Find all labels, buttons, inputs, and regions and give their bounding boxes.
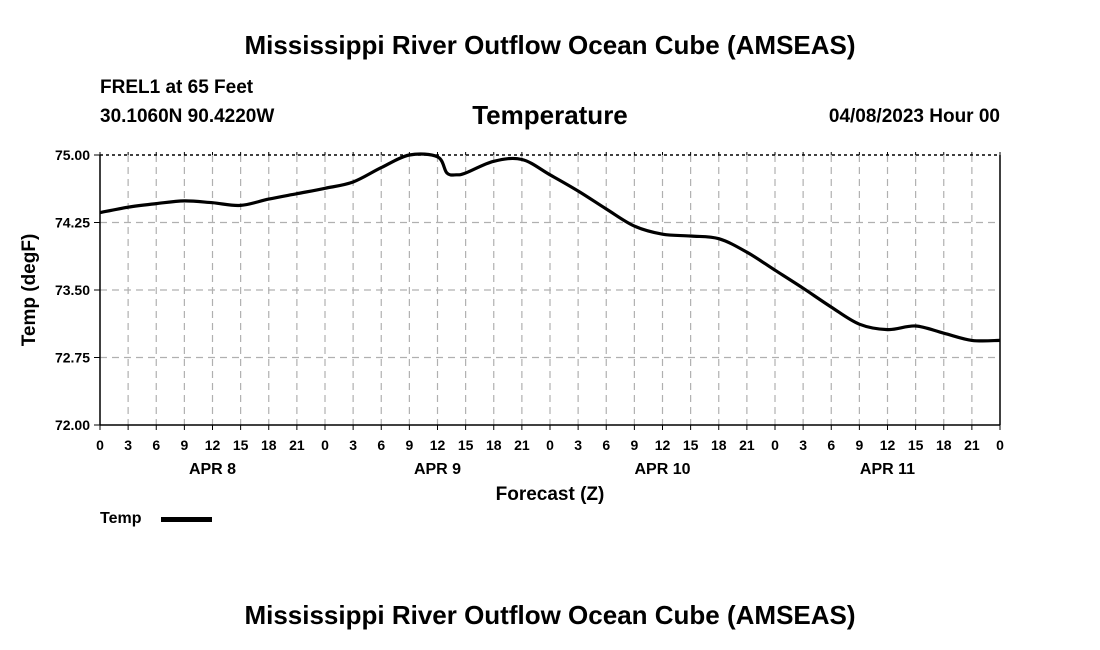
coordinates-label: 30.1060N 90.4220W bbox=[100, 106, 275, 127]
x-tick-label: 18 bbox=[486, 437, 502, 453]
series-line-temp bbox=[99, 152, 1001, 343]
x-tick-label: 9 bbox=[855, 437, 863, 453]
legend-label: Temp bbox=[100, 510, 142, 527]
x-tick-label: 0 bbox=[996, 437, 1004, 453]
y-tick-label: 72.00 bbox=[55, 417, 90, 433]
x-day-label: APR 10 bbox=[634, 461, 690, 478]
y-tick-label: 75.00 bbox=[55, 147, 90, 163]
x-tick-label: 15 bbox=[908, 437, 924, 453]
chart-main-title: Mississippi River Outflow Ocean Cube (AM… bbox=[244, 30, 856, 60]
x-day-label: APR 11 bbox=[860, 461, 915, 478]
x-tick-label: 9 bbox=[180, 437, 188, 453]
x-tick-label: 21 bbox=[739, 437, 755, 453]
x-axis-title: Forecast (Z) bbox=[496, 484, 605, 505]
x-tick-label: 12 bbox=[880, 437, 896, 453]
x-tick-label: 18 bbox=[936, 437, 952, 453]
x-tick-label: 0 bbox=[96, 437, 104, 453]
x-tick-label: 0 bbox=[321, 437, 329, 453]
x-tick-label: 21 bbox=[514, 437, 530, 453]
x-tick-label: 21 bbox=[964, 437, 980, 453]
x-tick-label: 21 bbox=[289, 437, 305, 453]
x-tick-label: 12 bbox=[430, 437, 446, 453]
x-tick-label: 6 bbox=[152, 437, 160, 453]
legend-line-swatch bbox=[161, 517, 212, 522]
x-tick-label: 6 bbox=[602, 437, 610, 453]
x-tick-label: 6 bbox=[827, 437, 835, 453]
y-axis-title: Temp (degF) bbox=[19, 234, 40, 347]
station-label: FREL1 at 65 Feet bbox=[100, 77, 254, 98]
x-tick-label: 9 bbox=[405, 437, 413, 453]
plot-title: Temperature bbox=[472, 100, 628, 130]
x-tick-label: 15 bbox=[233, 437, 249, 453]
x-tick-label: 18 bbox=[261, 437, 277, 453]
x-tick-label: 6 bbox=[377, 437, 385, 453]
x-tick-label: 3 bbox=[799, 437, 807, 453]
x-tick-label: 15 bbox=[458, 437, 474, 453]
x-tick-label: 15 bbox=[683, 437, 699, 453]
x-tick-label: 12 bbox=[655, 437, 671, 453]
issue-time-label: 04/08/2023 Hour 00 bbox=[828, 106, 1000, 127]
x-tick-label: 9 bbox=[630, 437, 638, 453]
x-day-label: APR 8 bbox=[189, 461, 236, 478]
y-tick-label: 73.50 bbox=[55, 282, 90, 298]
x-tick-label: 0 bbox=[546, 437, 554, 453]
y-tick-label: 74.25 bbox=[55, 215, 90, 231]
x-day-label: APR 9 bbox=[414, 461, 461, 478]
x-tick-label: 0 bbox=[771, 437, 779, 453]
x-tick-label: 12 bbox=[205, 437, 221, 453]
x-tick-label: 3 bbox=[574, 437, 582, 453]
x-tick-label: 3 bbox=[124, 437, 132, 453]
y-tick-label: 72.75 bbox=[55, 350, 90, 366]
chart-bottom-title: Mississippi River Outflow Ocean Cube (AM… bbox=[244, 600, 856, 630]
x-tick-label: 3 bbox=[349, 437, 357, 453]
x-tick-label: 18 bbox=[711, 437, 727, 453]
